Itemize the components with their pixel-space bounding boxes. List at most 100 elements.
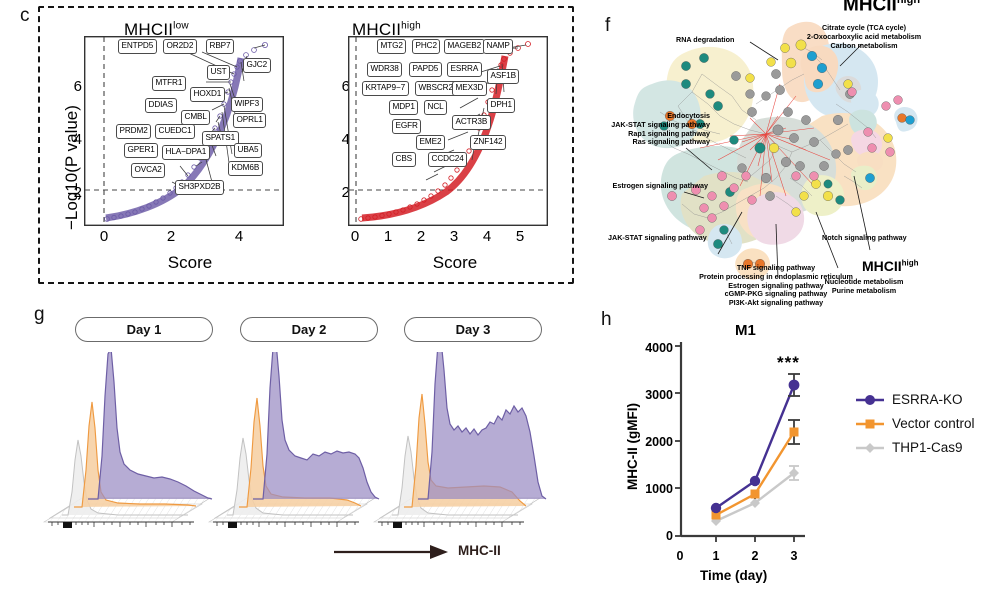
legend-marker-square — [856, 419, 884, 428]
pathway-label-tnf-group: TNF signaling pathway Protein processing … — [699, 263, 853, 308]
gene-label-uba5: UBA5 — [234, 143, 262, 158]
panel-label-h: h — [601, 309, 612, 330]
panel-c-dashed-frame — [38, 6, 574, 284]
legend-item-thp1-cas9: THP1-Cas9 — [855, 440, 975, 455]
flow-histogram-day1 — [43, 352, 213, 529]
chart-ytick-0: 0 — [666, 529, 673, 543]
gene-label-egfr: EGFR — [392, 119, 422, 134]
gene-label-gper1: GPER1 — [124, 143, 159, 158]
gene-label-rbp7: RBP7 — [206, 39, 234, 54]
gene-label-cbs: CBS — [392, 152, 416, 167]
volcano-low-title: MHCIIlow — [124, 20, 189, 39]
volcano-high-xtick-5: 5 — [515, 228, 525, 245]
gene-label-mex3d: MEX3D — [452, 81, 487, 96]
gene-label-mageb2: MAGEB2 — [444, 39, 485, 54]
gene-label-dph1: DPH1 — [487, 98, 516, 113]
gene-label-wipf3: WIPF3 — [231, 97, 263, 112]
gene-label-or2d2: OR2D2 — [163, 39, 197, 54]
chart-plot-area — [675, 342, 805, 542]
gene-label-cmbl: CMBL — [181, 110, 211, 125]
volcano-high-xtick-1: 1 — [383, 228, 393, 245]
pathway-label-jak-stat: JAK-STAT signaling pathway — [608, 233, 707, 242]
flow-cytometry-offset-histograms — [43, 352, 547, 529]
gene-label-mtg2: MTG2 — [377, 39, 407, 54]
legend-label-vector-control: Vector control — [892, 416, 975, 431]
chart-xtick-2: 2 — [751, 549, 759, 563]
gene-label-actr3b: ACTR3B — [452, 115, 491, 130]
gene-label-spats1: SPATS1 — [202, 131, 239, 146]
gene-label-entpd5: ENTPD5 — [118, 39, 157, 54]
pathway-label-nucleotide-purine: Nucleotide metabolism Purine metabolism — [824, 277, 904, 295]
volcano-low-xtick-4: 4 — [234, 228, 244, 245]
chart-ytick-3000: 3000 — [645, 388, 673, 402]
volcano-high-title: MHCIIhigh — [352, 20, 421, 39]
volcano-low-ytick-4: 4 — [73, 131, 82, 148]
pathway-label-rna-degradation: RNA degradation — [676, 35, 735, 44]
volcano-low-xtick-2: 2 — [166, 228, 176, 245]
legend-label-thp1-cas9: THP1-Cas9 — [892, 440, 963, 455]
mhcii-axis-arrow — [334, 545, 448, 559]
pathway-label-estrogen-signaling: Estrogen signaling pathway — [612, 181, 708, 190]
gene-label-esrra: ESRRA — [447, 62, 482, 77]
chart-ytick-1000: 1000 — [645, 482, 673, 496]
panel-label-f: f — [605, 15, 611, 36]
pathway-label-notch: Notch signaling pathway — [822, 233, 907, 242]
gene-label-hoxd1: HOXD1 — [190, 87, 225, 102]
chart-xtick-0: 0 — [676, 549, 684, 563]
chart-ytick-4000: 4000 — [645, 341, 673, 355]
chart-xtick-1: 1 — [712, 549, 720, 563]
chart-legend: ESRRA-KO Vector control THP1-Cas9 — [855, 392, 975, 464]
gene-label-znf142: ZNF142 — [470, 135, 506, 150]
legend-label-esrra-ko: ESRRA-KO — [892, 392, 963, 407]
volcano-low-ylabel: −Log10(P value) — [62, 105, 81, 230]
chart-xtick-3: 3 — [790, 549, 798, 563]
volcano-high-xtick-3: 3 — [449, 228, 459, 245]
gene-label-prdm2: PRDM2 — [116, 124, 152, 139]
volcano-high-ytick-6: 6 — [341, 78, 350, 95]
day-pill-1: Day 1 — [75, 317, 213, 342]
volcano-low-xtick-0: 0 — [99, 228, 109, 245]
flow-histogram-day2 — [208, 352, 380, 529]
gene-label-papd5: PAPD5 — [409, 62, 442, 77]
volcano-low-xlabel: Score — [167, 253, 213, 272]
gene-label-ust: UST — [207, 65, 231, 80]
chart-xlabel: Time (day) — [700, 568, 768, 583]
gene-label-eme2: EME2 — [416, 135, 445, 150]
gene-label-kdm6b: KDM6B — [228, 161, 263, 176]
volcano-high-xlabel: Score — [432, 253, 478, 272]
network-top-label: MHCIIhigh — [843, 0, 921, 16]
gene-label-ovca2: OVCA2 — [131, 163, 166, 178]
day-pill-2: Day 2 — [240, 317, 378, 342]
volcano-low-ytick-2: 2 — [73, 184, 82, 201]
volcano-high-xtick-2: 2 — [416, 228, 426, 245]
network-graph: .nh{font-family:"Liberation Sans",sans-s… — [633, 21, 918, 280]
gene-label-phc2: PHC2 — [412, 39, 441, 54]
gene-label-wbscr22: WBSCR22 — [415, 81, 461, 96]
volcano-low-ytick-6: 6 — [73, 78, 82, 95]
chart-title: M1 — [735, 322, 756, 339]
chart-ytick-2000: 2000 — [645, 435, 673, 449]
legend-item-esrra-ko: ESRRA-KO — [855, 392, 975, 407]
gene-label-ccdc24: CCDC24 — [428, 152, 468, 167]
gene-label-mdp1: MDP1 — [389, 100, 419, 115]
gene-label-asf1b: ASF1B — [487, 69, 520, 84]
gene-label-cuedc1: CUEDC1 — [155, 124, 196, 139]
day-pill-3: Day 3 — [404, 317, 542, 342]
gene-label-gjc2: GJC2 — [243, 58, 271, 73]
mhcii-axis-label: MHC-II — [458, 543, 501, 558]
gene-label-namp: NAMP — [483, 39, 514, 54]
network-corner-label: MHCIIhigh — [862, 258, 919, 274]
volcano-high-xtick-0: 0 — [350, 228, 360, 245]
gene-label-sh3pxd2b: SH3PXD2B — [175, 180, 224, 195]
gene-label-mtfr1: MTFR1 — [152, 76, 186, 91]
flow-histogram-day3 — [373, 352, 547, 529]
pathway-label-tca-carbon: Citrate cycle (TCA cycle) 2-Oxocarboxylic… — [806, 23, 922, 50]
volcano-high-ytick-2: 2 — [341, 184, 350, 201]
pathway-label-endocytosis-group: Endocytosis JAK-STAT signaling pathway Rap… — [611, 111, 710, 147]
legend-marker-circle — [856, 394, 884, 405]
legend-item-vector-control: Vector control — [855, 416, 975, 431]
gene-label-ncl: NCL — [424, 100, 448, 115]
gene-label-hla-dpa1: HLA−DPA1 — [162, 145, 210, 160]
panel-label-g: g — [34, 304, 45, 325]
